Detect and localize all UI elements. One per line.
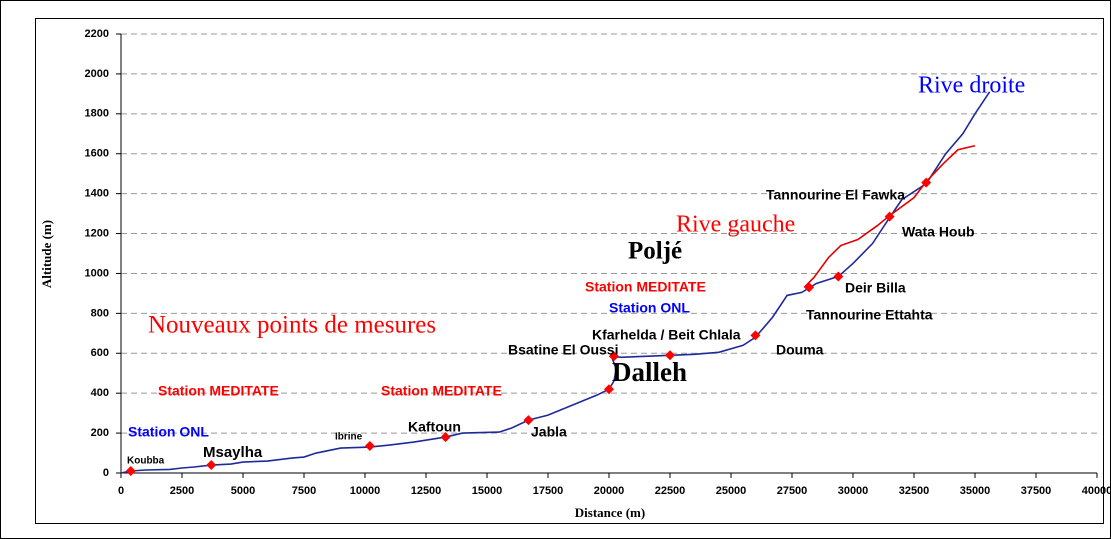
annotation: Koubba [127, 456, 165, 467]
x-tick-label: 2500 [170, 485, 194, 497]
annotation: Dalleh [612, 357, 687, 387]
x-tick-label: 12500 [411, 485, 442, 497]
point-marker [833, 271, 844, 282]
series-label: Rive gauche [676, 212, 795, 238]
annotation: Jabla [531, 424, 567, 440]
x-tick-label: 40000 [1082, 485, 1111, 497]
annotation: Tannourine El Fawka [766, 187, 905, 203]
point-marker [125, 466, 136, 477]
y-tick-label: 800 [91, 307, 109, 319]
x-tick-label: 35000 [960, 485, 991, 497]
y-tick-label: 2000 [85, 68, 109, 80]
point-marker [523, 415, 534, 426]
annotation: Msaylha [203, 444, 263, 461]
y-tick-label: 2200 [85, 28, 109, 40]
annotation: Douma [776, 342, 824, 358]
x-axis-label: Distance (m) [575, 505, 645, 520]
annotation: Station ONL [609, 300, 690, 316]
point-marker [750, 330, 761, 341]
annotation: Station MEDITATE [158, 383, 279, 399]
point-marker [921, 177, 932, 188]
series-label: Rive droite [918, 73, 1025, 99]
x-tick-label: 5000 [231, 485, 255, 497]
point-marker [206, 460, 217, 471]
x-tick-label: 27500 [777, 485, 808, 497]
y-tick-label: 1600 [85, 148, 109, 160]
annotation: Nouveaux points de mesures [148, 312, 436, 339]
y-tick-label: 1200 [85, 227, 109, 239]
x-tick-label: 0 [118, 485, 124, 497]
y-tick-label: 1000 [85, 267, 109, 279]
series-line [120, 91, 991, 474]
y-tick-label: 400 [91, 387, 109, 399]
annotation: Wata Houb [902, 224, 975, 240]
annotation: Station MEDITATE [585, 279, 706, 295]
annotation: Ibrine [335, 432, 363, 443]
annotation: Station MEDITATE [381, 383, 502, 399]
annotation: Poljé [628, 238, 682, 265]
annotation: Bsatine El Oussi [508, 342, 618, 358]
y-tick-label: 0 [103, 467, 109, 479]
x-tick-label: 15000 [472, 485, 503, 497]
x-tick-label: 22500 [655, 485, 686, 497]
annotation: Deir Billa [845, 280, 906, 296]
series-line [803, 144, 976, 288]
annotation: Tannourine Ettahta [806, 307, 933, 323]
point-marker [364, 441, 375, 452]
y-tick-label: 1400 [85, 188, 109, 200]
chart-frame [35, 18, 1104, 524]
point-marker [884, 211, 895, 222]
x-tick-label: 7500 [292, 485, 316, 497]
x-tick-label: 32500 [899, 485, 930, 497]
x-tick-label: 25000 [716, 485, 747, 497]
x-tick-label: 10000 [350, 485, 381, 497]
x-tick-label: 17500 [533, 485, 564, 497]
y-axis-label: Altitude (m) [39, 220, 54, 288]
point-marker [665, 350, 675, 361]
x-tick-label: 37500 [1021, 485, 1052, 497]
annotation: Kfarhelda / Beit Chlala [592, 327, 741, 343]
y-tick-label: 600 [91, 347, 109, 359]
x-tick-label: 20000 [594, 485, 625, 497]
annotation: Station ONL [128, 424, 209, 440]
point-marker [804, 282, 815, 293]
x-tick-label: 30000 [838, 485, 869, 497]
point-marker [604, 384, 614, 395]
y-tick-label: 1800 [85, 108, 109, 120]
point-marker [608, 351, 619, 362]
point-marker [440, 432, 451, 443]
annotation: Kaftoun [408, 419, 461, 435]
y-tick-label: 200 [91, 427, 109, 439]
